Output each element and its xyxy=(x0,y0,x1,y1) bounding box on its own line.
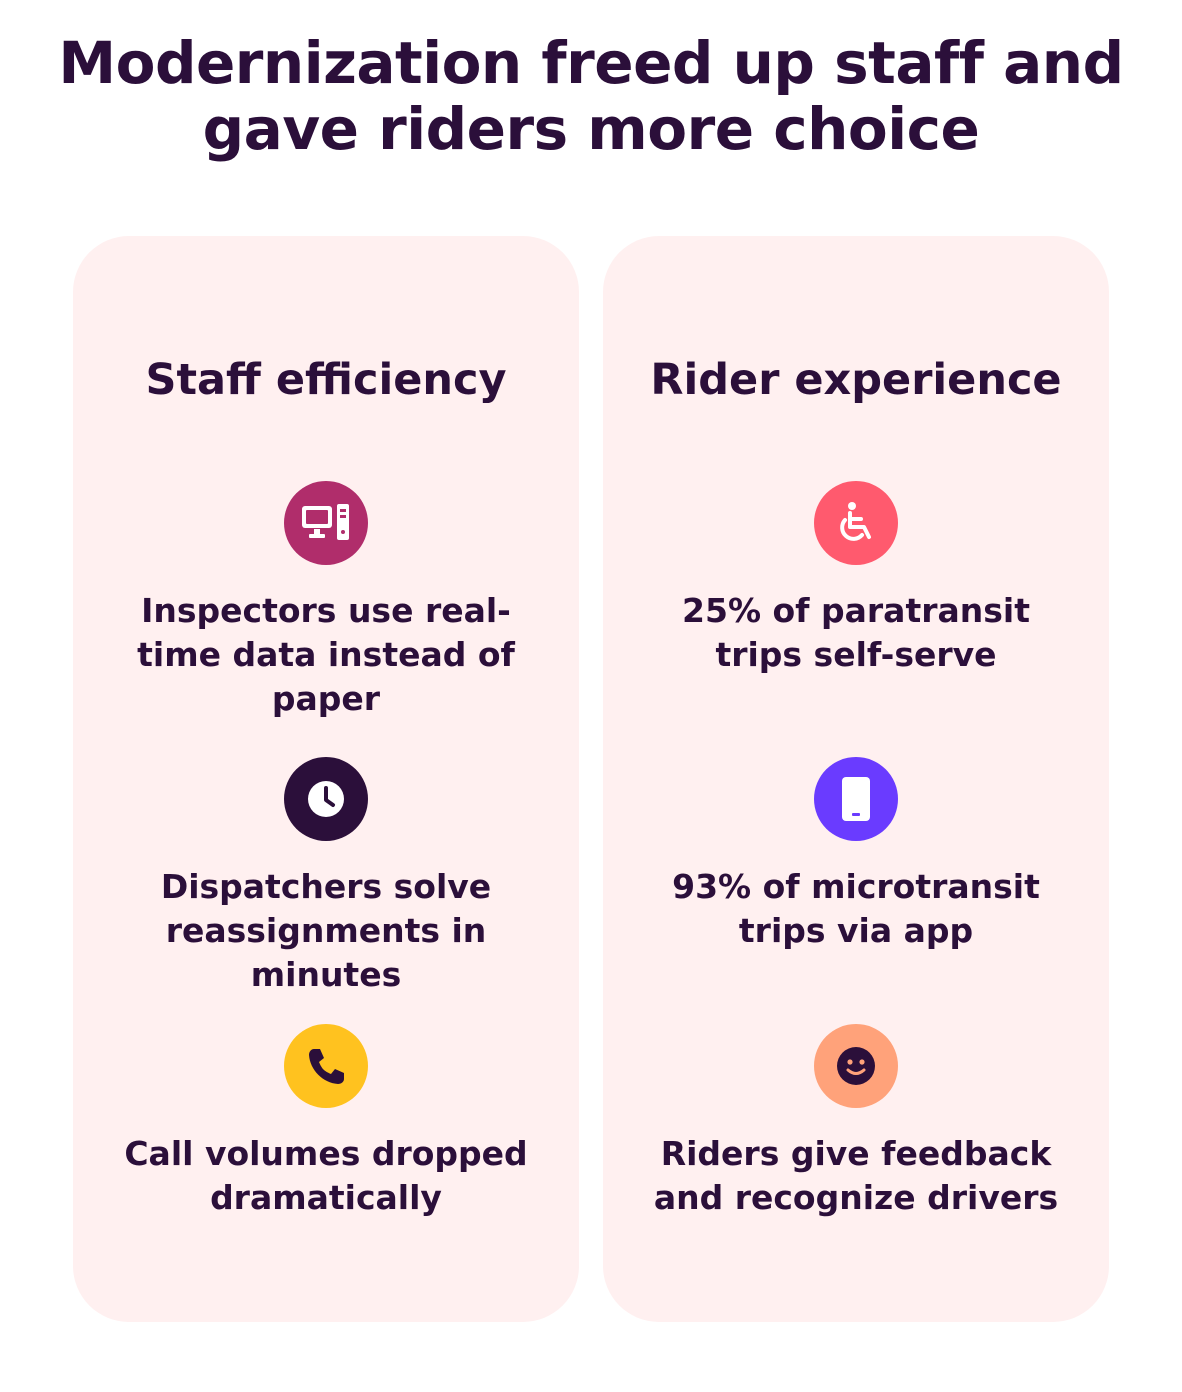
rider-experience-heading: Rider experience xyxy=(650,355,1062,405)
smiley-face-icon xyxy=(814,1024,898,1108)
rider-item-text: 93% of microtransit trips via app xyxy=(672,867,1040,950)
rider-item-paratransit: 25% of paratransit trips self-serve xyxy=(603,481,1109,677)
staff-item-inspectors: Inspectors use real-time data instead of… xyxy=(73,481,579,721)
page-title: Modernization freed up staff and gave ri… xyxy=(0,30,1182,162)
title-line-2: gave riders more choice xyxy=(202,95,980,163)
rider-item-text: 25% of paratransit trips self-serve xyxy=(682,591,1030,674)
rider-item-microtransit: 93% of microtransit trips via app xyxy=(603,757,1109,953)
phone-icon xyxy=(284,1024,368,1108)
staff-efficiency-heading: Staff efficiency xyxy=(145,355,507,405)
mobile-phone-icon xyxy=(814,757,898,841)
desktop-computer-icon xyxy=(284,481,368,565)
title-line-1: Modernization freed up staff and xyxy=(58,29,1124,97)
rider-item-feedback: Riders give feedback and recognize drive… xyxy=(603,1024,1109,1220)
staff-item-dispatchers: Dispatchers solve reassignments in minut… xyxy=(73,757,579,997)
staff-item-text: Dispatchers solve reassignments in minut… xyxy=(160,867,492,994)
staff-item-calls: Call volumes dropped dramatically xyxy=(73,1024,579,1220)
rider-item-text: Riders give feedback and recognize drive… xyxy=(653,1134,1059,1217)
wheelchair-icon xyxy=(814,481,898,565)
staff-item-text: Inspectors use real-time data instead of… xyxy=(137,591,515,718)
staff-item-text: Call volumes dropped dramatically xyxy=(124,1134,528,1217)
clock-icon xyxy=(284,757,368,841)
